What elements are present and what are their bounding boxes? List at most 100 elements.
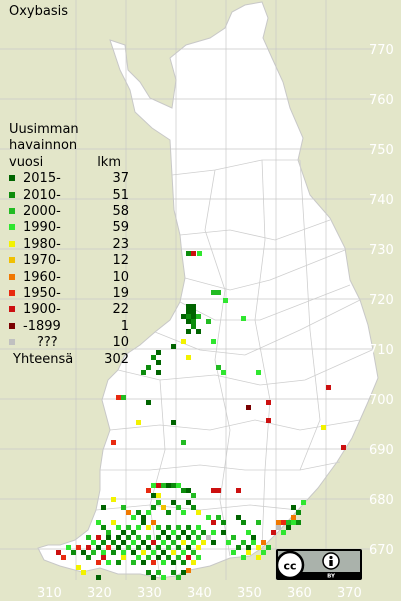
observation-square	[186, 525, 191, 530]
observation-square	[211, 530, 216, 535]
observation-square	[166, 545, 171, 550]
observation-square	[211, 290, 216, 295]
observation-square	[206, 515, 211, 520]
northing-tick: 760	[369, 93, 394, 108]
observation-square	[341, 445, 346, 450]
observation-square	[116, 395, 121, 400]
legend-swatch	[9, 191, 15, 198]
legend-swatch	[9, 207, 15, 214]
observation-square	[131, 530, 136, 535]
northing-tick: 710	[369, 343, 394, 358]
legend-count: 51	[112, 187, 129, 203]
legend-count: 12	[112, 253, 129, 269]
observation-square	[111, 550, 116, 555]
legend-rows: 2015- 37 2010- 51 2000- 58 1990- 59 1980- 23 1970-…	[9, 171, 129, 351]
observation-square	[146, 510, 151, 515]
observation-square	[281, 520, 286, 525]
observation-square	[176, 545, 181, 550]
observation-square	[186, 545, 191, 550]
observation-square	[96, 575, 101, 580]
legend-row: 1990- 59	[9, 220, 129, 236]
observation-square	[101, 525, 106, 530]
legend-period: ???	[37, 335, 58, 351]
observation-square	[116, 525, 121, 530]
observation-square	[136, 510, 141, 515]
observation-square	[216, 515, 221, 520]
legend-period: 1980-	[23, 236, 61, 252]
observation-square	[176, 505, 181, 510]
observation-square	[136, 545, 141, 550]
observation-square	[181, 488, 186, 493]
observation-square	[181, 540, 186, 545]
observation-square	[166, 535, 171, 540]
observation-square	[161, 530, 166, 535]
observation-square	[201, 530, 206, 535]
observation-square	[131, 550, 136, 555]
observation-square	[56, 550, 61, 555]
observation-square	[266, 545, 271, 550]
observation-square	[101, 540, 106, 545]
observation-square	[146, 545, 151, 550]
observation-square	[166, 555, 171, 560]
observation-square	[141, 550, 146, 555]
observation-square	[181, 560, 186, 565]
observation-square	[121, 540, 126, 545]
observation-square	[121, 550, 126, 555]
legend-row: -1899 1	[9, 319, 129, 335]
observation-square	[186, 500, 191, 505]
observation-square	[171, 500, 176, 505]
observation-square	[216, 365, 221, 370]
observation-square	[216, 488, 221, 493]
observation-square	[231, 535, 236, 540]
observation-square	[286, 525, 291, 530]
legend-swatch	[9, 175, 15, 182]
legend-count-header: lkm	[97, 154, 121, 170]
observation-square	[126, 525, 131, 530]
observation-squares	[56, 251, 346, 580]
observation-square	[271, 530, 276, 535]
observation-square	[151, 540, 156, 545]
observation-square	[191, 540, 196, 545]
legend-total-label: Yhteensä	[13, 351, 74, 367]
legend-period: 1960-	[23, 269, 61, 285]
legend-count: 58	[112, 203, 129, 219]
legend-row: 1900- 22	[9, 302, 129, 318]
observation-square	[176, 535, 181, 540]
cc-text: cc	[283, 560, 296, 573]
observation-square	[141, 515, 146, 520]
legend-period: 1950-	[23, 285, 61, 301]
observation-square	[266, 400, 271, 405]
observation-square	[156, 370, 161, 375]
observation-square	[166, 510, 171, 515]
observation-square	[301, 500, 306, 505]
easting-tick: 370	[337, 586, 362, 601]
legend-period: 1970-	[23, 253, 61, 269]
observation-square	[171, 550, 176, 555]
easting-tick: 340	[187, 586, 212, 601]
observation-square	[211, 339, 216, 344]
observation-square	[126, 535, 131, 540]
observation-square	[86, 555, 91, 560]
observation-square	[171, 483, 176, 488]
legend-swatch	[9, 322, 15, 329]
observation-square	[156, 360, 161, 365]
observation-square	[211, 488, 216, 493]
legend-count: 10	[112, 335, 129, 351]
observation-square	[106, 535, 111, 540]
observation-square	[176, 525, 181, 530]
legend-count: 1	[120, 318, 129, 334]
observation-square	[96, 560, 101, 565]
observation-square	[166, 483, 171, 488]
observation-square	[191, 530, 196, 535]
observation-square	[206, 535, 211, 540]
observation-square	[241, 520, 246, 525]
observation-square	[171, 530, 176, 535]
legend-row: 1960- 10	[9, 270, 129, 286]
observation-square	[266, 418, 271, 423]
observation-square	[116, 535, 121, 540]
legend-row: 1950- 19	[9, 286, 129, 302]
observation-square	[151, 550, 156, 555]
observation-square	[161, 550, 166, 555]
observation-square	[191, 493, 196, 498]
region-borders	[95, 159, 373, 579]
